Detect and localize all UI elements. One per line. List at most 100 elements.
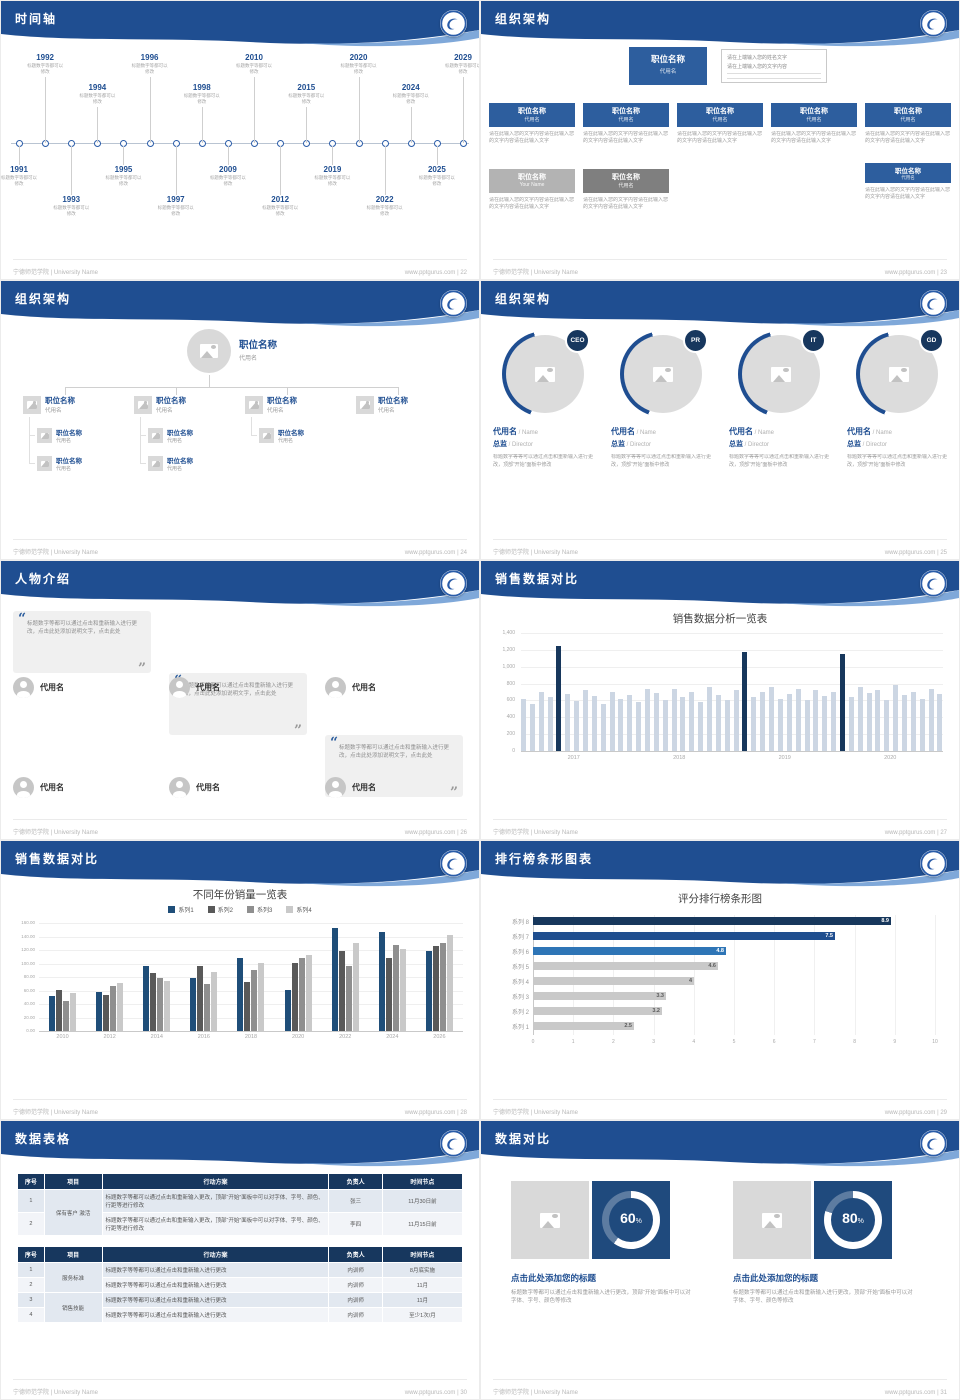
slide-26-people[interactable]: 人物介绍 “标题数字等都可以通过点击和重新输入进行更改，点击此处添加说明文字，点… <box>0 560 480 840</box>
table-cell: 1 <box>17 1262 45 1278</box>
x-axis-tick-label: 2017 <box>567 755 580 761</box>
timeline-year: 2020 <box>349 53 368 62</box>
donut-panel: 60% <box>592 1181 670 1259</box>
table-cell: 标题数字等等都可以通过点击和重新输入进行更改 <box>101 1262 330 1278</box>
chart-bar <box>707 687 713 751</box>
chart-bar <box>742 652 748 751</box>
chart-bar <box>928 689 934 751</box>
slide-24-org-tree[interactable]: 组织架构 职位名称 代用名 职位名称 代用名 职位名称 代用名 职位名称 代用名 职位名称 代用名… <box>0 280 480 560</box>
slide-30-tables[interactable]: 数据表格 序号 项目 行动方案 负责人 时间节点 1 保有客户 激活 标题数字等都可以通过点击… <box>0 1120 480 1400</box>
gridline <box>39 950 463 951</box>
gridline <box>39 1004 463 1005</box>
slide-31-compare[interactable]: 数据对比 60% 点击此处添加您的标题 标题数字等都可以通过点击和重新输入进行更改，… <box>480 1120 960 1400</box>
x-axis-tick-label: 2018 <box>244 1034 258 1040</box>
image-placeholder-icon <box>151 432 160 439</box>
org-circle-role-en: / Director <box>625 442 652 448</box>
slide-body: CEO 代用名 / Name 总监 / Director 标题数字等等可以通过点击和重… <box>481 327 959 537</box>
person-name: 代用名 <box>196 783 220 792</box>
org-box-sub: 代用名 <box>618 117 634 123</box>
university-logo-icon <box>920 1130 947 1157</box>
org-circle-name-en: / Name <box>635 430 657 436</box>
org-box-title: 职位名称 <box>518 174 546 181</box>
org-box-title: 职位名称 <box>612 108 640 115</box>
gridline <box>39 990 463 992</box>
org-child-text: 职位名称 代用名 <box>56 455 82 472</box>
timeline-connector <box>358 77 360 143</box>
timeline-year: 2022 <box>375 195 394 204</box>
footer-university-name: 宁德师范学院 | University Name <box>13 830 98 836</box>
category-label: 系列 3 <box>511 995 529 1001</box>
progress-unit: % <box>635 1218 642 1225</box>
timeline-year: 2015 <box>297 83 316 92</box>
person-quote-card: “标题数字等都可以通过点击和重新输入进行更改，点击此处添加说明文字，点击此处 ” <box>325 735 463 801</box>
legend-swatch <box>207 906 215 913</box>
legend-label: 系列4 <box>296 908 312 914</box>
column-header: 项目 <box>43 1173 103 1190</box>
chart-bar <box>822 696 828 751</box>
chart-bar <box>919 699 925 751</box>
chart-bar <box>258 963 265 1031</box>
gridline <box>39 963 463 965</box>
bar-group <box>190 966 218 1031</box>
gridline <box>39 936 463 938</box>
table-cell: 11月 <box>381 1292 464 1308</box>
chart-bar <box>352 943 359 1031</box>
org-box-desc: 请在此输入您的文字内容请在此输入您的文字内容请在此输入文字 <box>583 197 669 210</box>
progress-ring-center: 80% <box>831 1198 875 1242</box>
org-circle-role-cn: 总监 <box>493 441 507 448</box>
slide-title: 组织架构 <box>495 292 552 306</box>
x-axis-tick-label: 9 <box>893 1039 897 1045</box>
bar-group <box>96 983 124 1031</box>
category-label: 系列 5 <box>511 965 529 971</box>
chart-bar <box>636 702 642 751</box>
timeline-caption: 标题数字等都可以修改 <box>340 63 377 75</box>
slide-27-chart-dense[interactable]: 销售数据对比 销售数据分析一览表 0 200 400 600 800 1,000 1,200 1… <box>480 560 960 840</box>
slide-title: 组织架构 <box>495 12 552 26</box>
slide-28-chart-group[interactable]: 销售数据对比 不同年份销量一览表 系列1 系列2 系列3 系列4 0.00 20.00 40.… <box>0 840 480 1120</box>
org-circle-name-en: / Name <box>517 430 539 436</box>
org-circle-name: 代用名 / Name <box>847 426 951 437</box>
timeline-entry: 2010 标题数字等都可以修改 <box>235 53 273 76</box>
header-wave-decoration <box>481 1 959 47</box>
university-logo-icon <box>440 290 467 317</box>
footer-university-name: 宁德师范学院 | University Name <box>493 830 578 836</box>
timeline-entry: 2020 标题数字等都可以修改 <box>340 53 378 76</box>
slide-29-chart-rank[interactable]: 排行榜条形图表 评分排行榜条形图 0 1 2 3 4 5 6 7 8 9 10 系列 8 8.9 系列 7 7… <box>480 840 960 1120</box>
org-box-title: 职位名称 <box>895 168 921 175</box>
bar-value-label: 4.6 <box>708 963 716 969</box>
chart-bar <box>305 955 312 1031</box>
chart-bar <box>751 697 757 751</box>
slide-22-timeline[interactable]: 时间轴 1991 标题数字等都可以修改 1992 标题数字等都可以修改 1993 标题数字… <box>0 0 480 280</box>
chart-bar <box>96 992 103 1031</box>
timeline-year: 1995 <box>114 165 133 174</box>
org-box-sub: 代用名 <box>618 183 634 189</box>
chart-bar <box>866 693 872 751</box>
org-connector-line <box>29 417 30 463</box>
org-circle-badge: CEO <box>565 328 590 353</box>
timeline-caption: 标题数字等都可以修改 <box>105 175 142 187</box>
table-cell: 内训师 <box>328 1292 383 1308</box>
slide-25-org-circles[interactable]: 组织架构 CEO 代用名 / Name 总监 / Director 标题数字等等可以通… <box>480 280 960 560</box>
person-name: 代用名 <box>40 683 64 692</box>
chart-bar <box>150 973 157 1031</box>
chart-bar <box>698 702 704 751</box>
gridline <box>521 751 943 752</box>
footer-site-and-page: www.pptgurus.com | 30 <box>404 1390 467 1396</box>
legend-item: 系列4 <box>286 905 312 914</box>
timeline-caption: 标题数字等都可以修改 <box>418 175 455 187</box>
org-circle: PR <box>620 328 708 417</box>
org-child-text: 职位名称 代用名 <box>167 427 193 444</box>
slide-footer: 宁德师范学院 | University Name www.pptgurus.co… <box>13 819 467 836</box>
slide-23-org-boxes[interactable]: 组织架构 职位名称 代用名 请在上端输入您的姓名文字 请在上端输入您的文字内容 职位名称… <box>480 0 960 280</box>
org-branch-image <box>356 395 374 414</box>
x-axis-tick-label: 1 <box>571 1039 575 1045</box>
chart-bar <box>284 990 291 1031</box>
timeline-connector <box>123 146 125 165</box>
chart-bar <box>893 685 899 751</box>
chart-bar <box>760 692 766 751</box>
x-axis-tick-label: 0 <box>531 1039 535 1045</box>
gridline <box>521 734 943 736</box>
timeline-connector <box>280 146 282 195</box>
x-axis-tick-label: 2026 <box>433 1034 446 1040</box>
gridline <box>39 1031 463 1032</box>
